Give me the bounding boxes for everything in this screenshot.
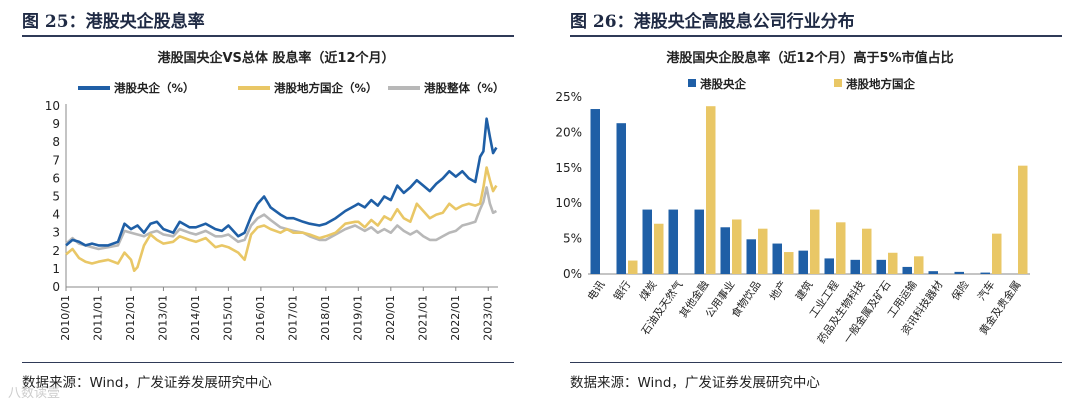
left-y-tick-label: 4 [52, 208, 60, 222]
left-y-tick-label: 10 [45, 99, 60, 113]
right-category-label: 银行 [611, 278, 634, 303]
bar-central-16 [980, 272, 990, 274]
left-x-tick-label: 2012/01 [124, 295, 137, 341]
left-figure-header: 图 25：港股央企股息率 [22, 2, 514, 37]
bar-central-4 [668, 209, 678, 274]
left-y-tick-label: 2 [52, 244, 60, 258]
bar-local-9 [810, 209, 820, 274]
bar-local-3 [654, 223, 664, 274]
legend-label-2: 港股地方国企（%） [274, 81, 378, 95]
legend-label-1: 港股央企 [700, 77, 746, 91]
legend-marker-1 [688, 79, 696, 87]
bar-central-12 [876, 259, 886, 274]
left-y-tick-label: 0 [52, 280, 60, 294]
bar-central-8 [772, 243, 782, 274]
left-line-chart: 港股国央企VS总体 股息率（近12个月） 港股央企（%） 港股地方国企（%） 港股整体… [45, 50, 505, 341]
right-figure-divider [570, 362, 1062, 364]
left-x-tick-label: 2018/01 [319, 295, 332, 341]
left-x-tick-label: 2010/01 [59, 295, 72, 341]
left-y-tick-label: 1 [52, 262, 60, 276]
right-category-label: 煤炭 [637, 278, 660, 303]
left-y-tick-label: 8 [52, 135, 60, 149]
left-x-tick-label: 2019/01 [351, 295, 364, 341]
left-x-tick-label: 2022/01 [449, 295, 462, 341]
right-figure-source: 数据来源：Wind，广发证券发展研究中心 [570, 375, 820, 391]
bar-local-11 [862, 228, 872, 274]
right-category-label: 地产 [767, 278, 790, 303]
left-x-tick-label: 2017/01 [286, 295, 299, 341]
bar-central-3 [642, 209, 652, 274]
right-figure-title: 图 26：港股央企高股息公司行业分布 [570, 12, 855, 32]
left-x-tick-label: 2015/01 [221, 295, 234, 341]
bar-central-11 [850, 259, 860, 274]
bar-central-10 [824, 258, 834, 274]
bar-central-5 [694, 209, 704, 274]
bar-local-16 [992, 233, 1002, 274]
right-y-tick-label: 5% [563, 232, 582, 246]
bar-local-17 [1018, 165, 1028, 274]
bar-local-7 [758, 228, 768, 274]
right-category-label: 汽车 [975, 278, 998, 303]
left-y-tick-label: 3 [52, 226, 60, 240]
bar-central-2 [616, 123, 626, 274]
bar-local-8 [784, 252, 794, 274]
left-series-line-2 [65, 166, 498, 272]
bar-central-15 [954, 271, 964, 274]
bar-central-13 [902, 266, 912, 274]
left-x-tick-label: 2011/01 [91, 295, 104, 341]
left-x-tick-label: 2020/01 [384, 295, 397, 341]
left-chart-title: 港股国央企VS总体 股息率（近12个月） [157, 50, 394, 66]
watermark-text: 八数读壹 [8, 386, 61, 401]
left-figure-source: 数据来源：Wind，广发证券发展研究中心 [22, 375, 272, 391]
right-category-label: 建筑 [793, 278, 816, 303]
right-y-tick-label: 25% [555, 90, 582, 104]
bar-local-13 [914, 256, 924, 274]
left-x-tick-label: 2013/01 [156, 295, 169, 341]
left-figure-title: 图 25：港股央企股息率 [22, 12, 205, 32]
right-y-tick-label: 10% [555, 196, 582, 210]
bar-local-12 [888, 252, 898, 274]
bar-central-7 [746, 239, 756, 274]
bar-local-10 [836, 222, 846, 274]
bar-local-5 [706, 106, 716, 274]
left-figure-divider [22, 362, 514, 364]
right-figure-header: 图 26：港股央企高股息公司行业分布 [570, 2, 1062, 37]
left-y-tick-label: 9 [52, 117, 60, 131]
left-figure-panel: 图 25：港股央企股息率 港股国央企VS总体 股息率（近12个月） 港股央企（%）… [0, 0, 532, 411]
legend-marker-2 [834, 79, 842, 87]
right-chart-title: 港股国央企股息率（近12个月）高于5%市值占比 [666, 50, 953, 66]
left-series-line-1 [65, 117, 498, 247]
left-y-tick-label: 7 [52, 153, 60, 167]
right-category-label: 保险 [949, 278, 972, 303]
right-y-tick-label: 0% [563, 267, 582, 281]
bar-central-9 [798, 250, 808, 274]
left-y-tick-label: 5 [52, 190, 60, 204]
right-figure-panel: 图 26：港股央企高股息公司行业分布 港股国央企股息率（近12个月）高于5%市值… [548, 0, 1080, 411]
bar-central-1 [590, 109, 600, 274]
legend-label-1: 港股央企（%） [114, 81, 195, 95]
left-x-tick-label: 2023/01 [481, 295, 494, 341]
left-x-tick-label: 2014/01 [189, 295, 202, 341]
bar-central-6 [720, 227, 730, 274]
legend-label-2: 港股地方国企 [846, 77, 915, 91]
bar-local-2 [628, 260, 638, 274]
legend-label-3: 港股整体（%） [424, 81, 505, 95]
right-y-tick-label: 15% [555, 161, 582, 175]
bar-central-14 [928, 271, 938, 274]
right-category-label: 电讯 [585, 278, 608, 303]
left-x-tick-label: 2016/01 [254, 295, 267, 341]
right-y-tick-label: 20% [555, 125, 582, 139]
left-y-tick-label: 6 [52, 171, 60, 185]
bar-local-6 [732, 219, 742, 274]
left-x-tick-label: 2021/01 [416, 295, 429, 341]
